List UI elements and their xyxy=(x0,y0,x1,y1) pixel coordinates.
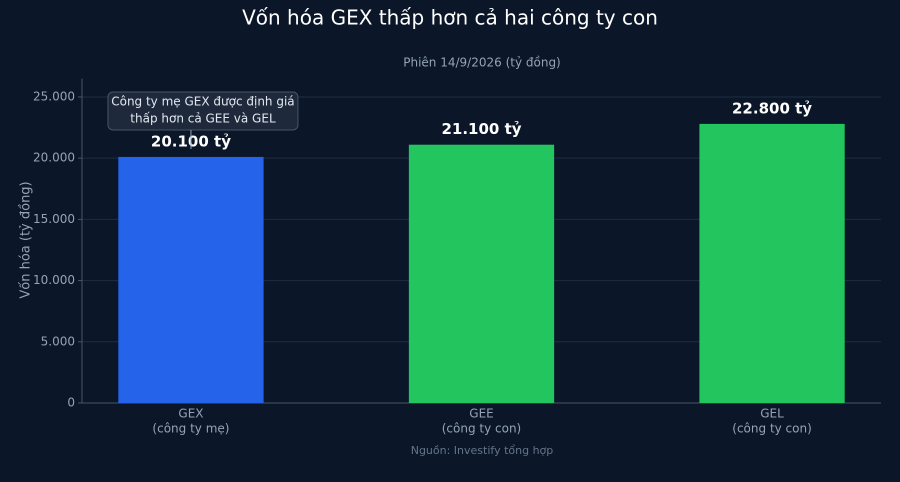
x-tick-label: GEE xyxy=(469,407,493,421)
y-tick-label: 25.000 xyxy=(33,89,75,103)
x-tick-label: (công ty con) xyxy=(442,422,522,436)
annotation-text: thấp hơn cả GEE và GEL xyxy=(130,112,276,126)
y-tick-label: 15.000 xyxy=(33,212,75,226)
x-tick-label: (công ty mẹ) xyxy=(152,422,229,436)
x-tick-label: GEL xyxy=(760,407,784,421)
bar xyxy=(408,144,555,403)
annotation-text: Công ty mẹ GEX được định giá xyxy=(111,95,294,109)
y-tick-label: 0 xyxy=(67,396,75,410)
bar xyxy=(118,156,264,403)
y-axis-label: Vốn hóa (tỷ đồng) xyxy=(19,181,34,298)
y-tick-label: 10.000 xyxy=(33,273,75,287)
x-tick-label: (công ty con) xyxy=(732,422,812,436)
x-tick-label: GEX xyxy=(178,407,203,421)
value-label: 21.100 tỷ xyxy=(441,120,521,138)
source-note: Nguồn: Investify tổng hợp xyxy=(411,444,554,457)
value-label: 22.800 tỷ xyxy=(732,99,812,117)
chart-subtitle: Phiên 14/9/2026 (tỷ đồng) xyxy=(403,56,561,70)
annotation-box xyxy=(107,91,299,131)
y-tick-label: 20.000 xyxy=(33,151,75,165)
bar xyxy=(699,123,845,403)
y-tick-label: 5.000 xyxy=(41,334,75,348)
chart-title: Vốn hóa GEX thấp hơn cả hai công ty con xyxy=(242,6,658,30)
